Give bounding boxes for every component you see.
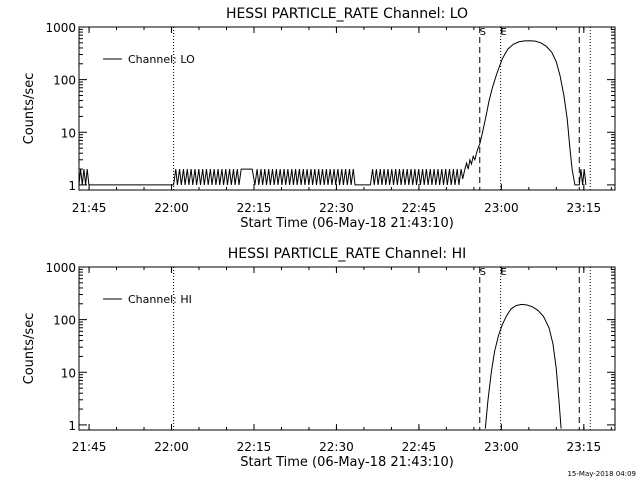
y-tick-label: 1000 xyxy=(45,261,76,275)
y-axis-label: Counts/sec xyxy=(22,313,37,385)
x-axis-label: Start Time (06-May-18 21:43:10) xyxy=(240,216,454,231)
x-tick-label: 22:15 xyxy=(237,440,272,454)
y-tick-label: 10 xyxy=(61,126,76,140)
x-tick-label: 22:00 xyxy=(154,201,189,215)
y-tick-label: 1000 xyxy=(45,21,76,35)
x-tick-label: 22:15 xyxy=(237,201,272,215)
plot-frame xyxy=(78,26,616,191)
y-tick-label: 100 xyxy=(53,74,76,88)
x-axis-label: Start Time (06-May-18 21:43:10) xyxy=(240,455,454,470)
y-tick-label: 1 xyxy=(68,179,76,193)
x-tick-label: 22:00 xyxy=(154,440,189,454)
x-tick-label: 22:45 xyxy=(402,201,437,215)
y-tick-label: 100 xyxy=(53,314,76,328)
data-series-line xyxy=(484,303,562,429)
x-tick-label: 23:15 xyxy=(567,201,602,215)
time-marker-label: S xyxy=(480,27,486,38)
chart-title: HESSI PARTICLE_RATE Channel: HI xyxy=(228,246,466,262)
chart-panel-1: HESSI PARTICLE_RATE Channel: HI 21:45 22:0… xyxy=(22,246,616,470)
x-tick-label: 21:45 xyxy=(72,440,107,454)
chart-panel-0: HESSI PARTICLE_RATE Channel: LO 21:45 22:0… xyxy=(22,6,616,231)
x-tick-label: 22:30 xyxy=(319,440,354,454)
legend-label: Channel: LO xyxy=(128,53,195,66)
y-tick-label: 1 xyxy=(68,419,76,433)
plot-frame xyxy=(78,266,616,431)
data-series-line xyxy=(78,40,587,186)
x-tick-label: 23:00 xyxy=(484,440,519,454)
x-tick-label: 22:30 xyxy=(319,201,354,215)
legend-label: Channel: HI xyxy=(128,293,192,306)
time-marker-label: E xyxy=(500,27,506,38)
y-tick-label: 10 xyxy=(61,366,76,380)
time-marker-label: E xyxy=(500,267,506,278)
x-tick-label: 21:45 xyxy=(72,201,107,215)
time-marker-label: S xyxy=(480,267,486,278)
x-tick-label: 22:45 xyxy=(402,440,437,454)
x-tick-label: 23:15 xyxy=(567,440,602,454)
plot-timestamp: 15-May-2018 04:09 xyxy=(567,470,636,478)
x-tick-label: 23:00 xyxy=(484,201,519,215)
chart-title: HESSI PARTICLE_RATE Channel: LO xyxy=(226,6,468,22)
y-axis-label: Counts/sec xyxy=(22,73,37,145)
